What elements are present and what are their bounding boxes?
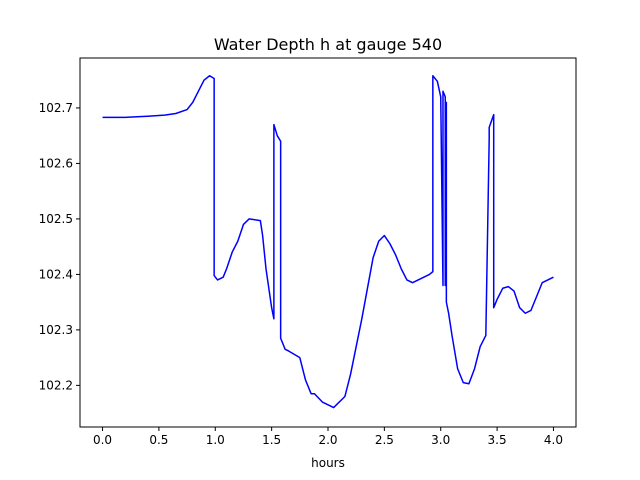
x-tick-label: 3.0 bbox=[431, 433, 450, 447]
chart-title: Water Depth h at gauge 540 bbox=[214, 35, 442, 54]
y-tick-label: 102.4 bbox=[39, 267, 73, 281]
x-tick-label: 3.5 bbox=[488, 433, 507, 447]
y-tick-label: 102.6 bbox=[39, 156, 73, 170]
y-tick-label: 102.5 bbox=[39, 212, 73, 226]
y-tick-label: 102.3 bbox=[39, 323, 73, 337]
x-axis-ticks: 0.0 0.5 1.0 1.5 2.0 2.5 3.0 3.5 4.0 bbox=[93, 427, 563, 447]
x-tick-label: 1.0 bbox=[206, 433, 225, 447]
x-tick-label: 0.5 bbox=[149, 433, 168, 447]
y-tick-label: 102.7 bbox=[39, 101, 73, 115]
x-tick-label: 1.5 bbox=[262, 433, 281, 447]
axes-frame bbox=[79, 57, 577, 428]
y-tick-label: 102.2 bbox=[39, 378, 73, 392]
x-axis-label: hours bbox=[311, 456, 345, 470]
x-tick-label: 4.0 bbox=[544, 433, 563, 447]
x-tick-label: 0.0 bbox=[93, 433, 112, 447]
series-line-0 bbox=[102, 75, 554, 409]
plot-area bbox=[102, 75, 554, 409]
x-tick-label: 2.5 bbox=[375, 433, 394, 447]
y-axis-ticks: 102.2 102.3 102.4 102.5 102.6 102.7 bbox=[39, 101, 80, 392]
x-tick-label: 2.0 bbox=[318, 433, 337, 447]
